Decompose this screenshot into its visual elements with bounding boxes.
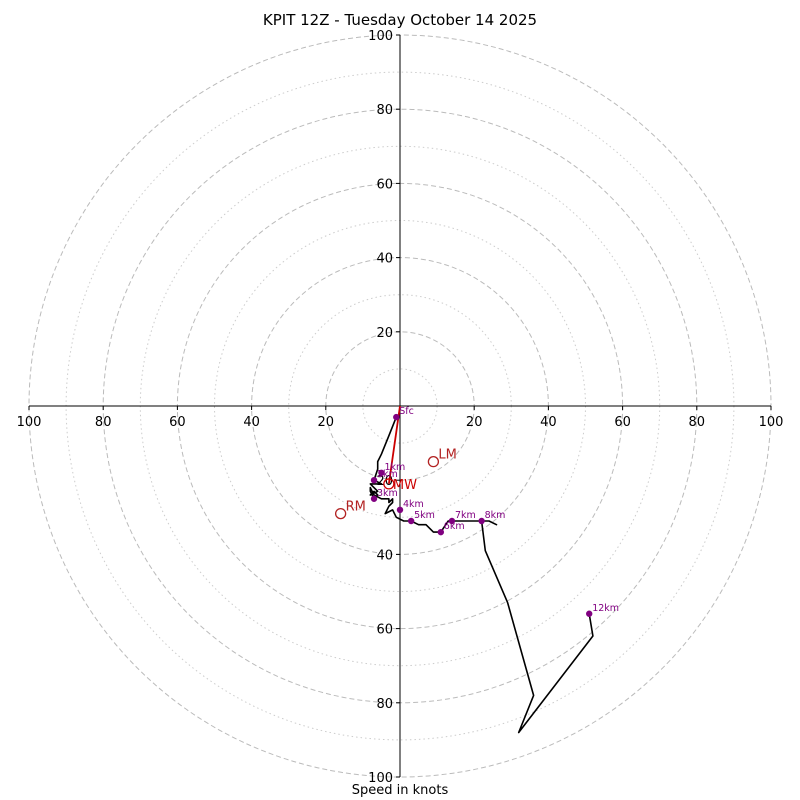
tick-label-x-left-20: 20 [318,415,335,430]
x-axis-label: Speed in knots [351,783,449,798]
tick-label-x-left-60: 60 [169,415,186,430]
tick-label-y-bottom-80: 80 [376,697,393,712]
storm-motion-marker-LM [427,455,440,468]
tick-label-y-top-20: 20 [376,326,393,341]
mean-wind-marker [383,478,395,490]
tick-labels: 2020202040404040606060608080808010010010… [17,29,784,786]
storm-motion-marker-RM [334,507,347,520]
height-marker-Sfc [393,413,400,421]
height-label-5km: 5km [414,510,435,521]
storm-motion-group: LM RM [334,448,457,520]
wind-profile-trace [369,416,594,734]
tick-label-x-left-100: 100 [17,415,42,430]
height-marker-8km [478,517,485,525]
tick-label-y-top-80: 80 [376,103,393,118]
height-label-Sfc: Sfc [399,406,414,417]
height-marker-6km [437,528,445,536]
height-marker-2km [370,477,378,484]
tick-label-y-bottom-60: 60 [376,623,393,638]
height-marker-4km [396,506,404,514]
height-marker-3km [370,495,378,502]
tick-label-x-right-20: 20 [466,415,483,430]
height-label-3km: 3km [377,488,398,499]
height-marker-5km [407,517,415,525]
tick-label-x-left-40: 40 [243,415,260,430]
tick-label-x-right-40: 40 [540,415,557,430]
hodograph-trace-line [369,416,594,734]
height-label-12km: 12km [592,603,619,614]
height-label-8km: 8km [485,510,506,521]
storm-motion-label-RM: RM [346,500,366,515]
height-label-1km: 1km [384,462,405,473]
height-marker-7km [448,517,456,525]
tick-label-y-top-60: 60 [376,177,393,192]
mean-wind-label: MW [393,478,417,493]
tick-label-y-top-100: 100 [368,29,393,44]
tick-label-x-right-100: 100 [759,415,784,430]
tick-label-x-left-80: 80 [95,415,112,430]
tick-label-y-top-40: 40 [376,252,393,267]
tick-label-x-right-80: 80 [689,415,706,430]
height-label-4km: 4km [403,499,424,510]
tick-label-y-bottom-40: 40 [376,548,393,563]
tick-label-x-right-60: 60 [614,415,631,430]
chart-title: KPIT 12Z - Tuesday October 14 2025 [262,11,538,29]
storm-motion-label-LM: LM [438,448,456,463]
height-marker-1km [378,469,385,476]
height-label-6km: 6km [444,521,465,532]
height-label-7km: 7km [455,510,476,521]
height-label-2km: 2km [377,469,398,480]
tick-label-y-bottom-100: 100 [368,771,393,786]
height-marker-12km [586,610,593,617]
